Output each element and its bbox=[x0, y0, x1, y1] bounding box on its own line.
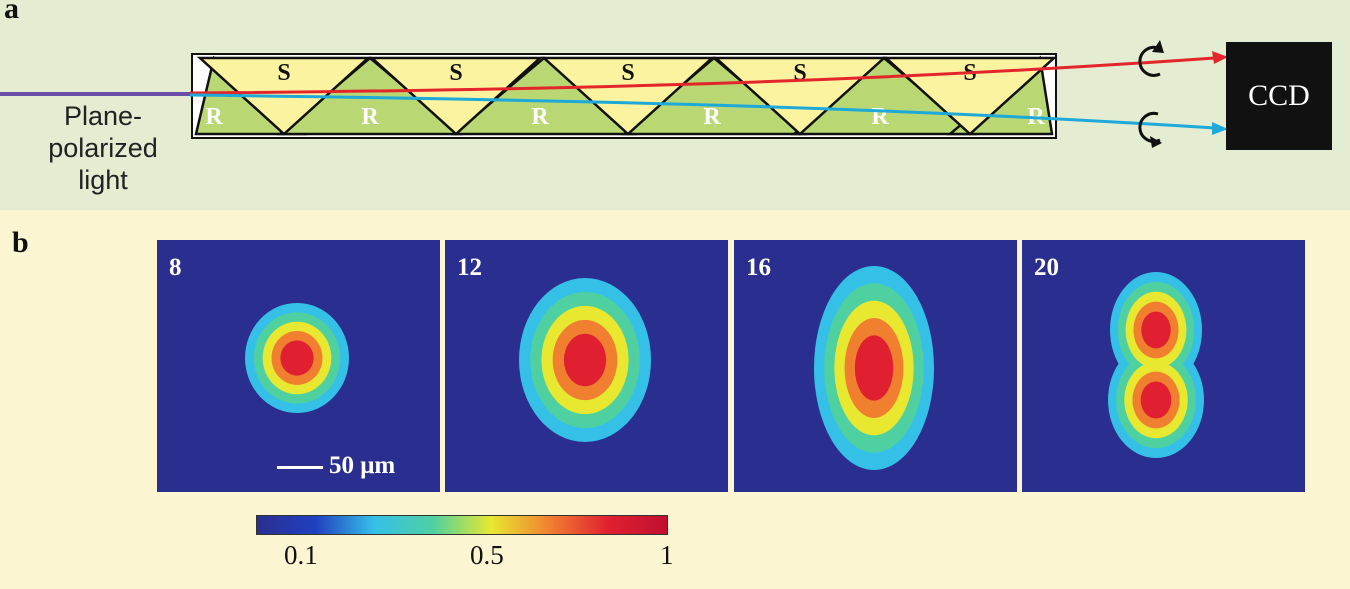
blue-output-beam bbox=[189, 93, 1216, 130]
red-output-beam bbox=[189, 56, 1216, 95]
ccd-detector: CCD bbox=[1226, 42, 1332, 150]
colorbar-tick-0.5: 0.5 bbox=[470, 540, 504, 570]
r-prism-label: R bbox=[871, 104, 889, 130]
frame-label: 20 bbox=[1034, 254, 1059, 281]
blue-beam-arrowhead bbox=[1212, 122, 1228, 135]
frame-image bbox=[1022, 240, 1305, 492]
light-label-line-1: Plane- bbox=[63, 101, 143, 131]
s-prism bbox=[882, 56, 1058, 136]
circular-arrow-bottom-icon bbox=[1138, 111, 1162, 148]
colorbar-tick-0.1: 0.1 bbox=[284, 540, 318, 570]
s-prism-label: S bbox=[277, 60, 290, 86]
frame-label: 8 bbox=[169, 254, 182, 281]
frame-12: 12 bbox=[445, 240, 728, 492]
s-prism-label: S bbox=[793, 60, 806, 86]
panel-a-label: a bbox=[4, 0, 19, 25]
panel-b-label: b bbox=[12, 226, 29, 259]
r-prism-label: R bbox=[361, 104, 379, 130]
r-prism-label: R bbox=[703, 104, 721, 130]
ccd-label: CCD bbox=[1248, 79, 1310, 112]
s-prism bbox=[712, 56, 888, 136]
light-label-line-2: polarized bbox=[48, 133, 158, 163]
frame-label: 12 bbox=[457, 254, 482, 281]
s-prism bbox=[540, 56, 716, 136]
intensity-contour bbox=[1140, 381, 1172, 419]
s-prism-label: S bbox=[621, 60, 634, 86]
intensity-contour bbox=[563, 333, 607, 387]
frame-16: 16 bbox=[734, 240, 1017, 492]
scale-bar: 50 μm bbox=[277, 452, 407, 482]
frame-image bbox=[734, 240, 1017, 492]
scale-bar-label: 50 μm bbox=[329, 452, 396, 479]
intensity-contour bbox=[280, 340, 314, 376]
s-prism-label: S bbox=[449, 60, 462, 86]
frame-label: 16 bbox=[746, 254, 771, 281]
circular-arrow-top-icon bbox=[1138, 40, 1164, 77]
r-prism-label: R bbox=[531, 104, 549, 130]
colorbar-tick-1: 1 bbox=[660, 540, 674, 570]
frame-image bbox=[157, 240, 440, 492]
plane-polarized-light-label: Plane- polarized light bbox=[28, 100, 178, 196]
s-prism bbox=[368, 56, 544, 136]
red-beam-arrowhead bbox=[1212, 51, 1228, 64]
light-label-line-3: light bbox=[78, 165, 128, 195]
colorbar bbox=[256, 515, 668, 535]
intensity-contour bbox=[854, 335, 894, 401]
intensity-contour bbox=[1141, 311, 1171, 349]
scale-bar-line bbox=[277, 466, 323, 469]
frame-20: 20 bbox=[1022, 240, 1305, 492]
frame-image bbox=[445, 240, 728, 492]
frame-8: 8 50 μm bbox=[157, 240, 440, 492]
r-prism-label: R bbox=[205, 104, 223, 130]
